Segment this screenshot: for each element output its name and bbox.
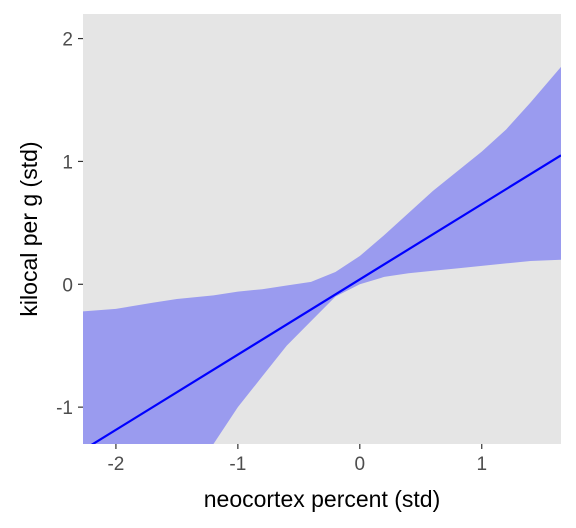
y-tick-label: 2	[62, 30, 73, 51]
x-tick-label: -2	[107, 454, 124, 475]
confidence-ribbon	[83, 66, 561, 444]
x-tick-label: 1	[476, 454, 487, 475]
x-axis-title: neocortex percent (std)	[204, 486, 441, 512]
y-axis: -1 0 1 2	[56, 30, 83, 419]
x-tick-label: 0	[355, 454, 366, 475]
data-layer	[83, 66, 561, 444]
regression-line	[90, 154, 561, 444]
y-tick-label: 0	[62, 275, 73, 296]
y-axis-title: kilocal per g (std)	[16, 141, 42, 316]
y-tick-label: 1	[62, 152, 73, 173]
x-axis: -2 -1 0 1	[107, 444, 487, 475]
y-tick-label: -1	[56, 398, 73, 419]
x-tick-label: -1	[229, 454, 246, 475]
